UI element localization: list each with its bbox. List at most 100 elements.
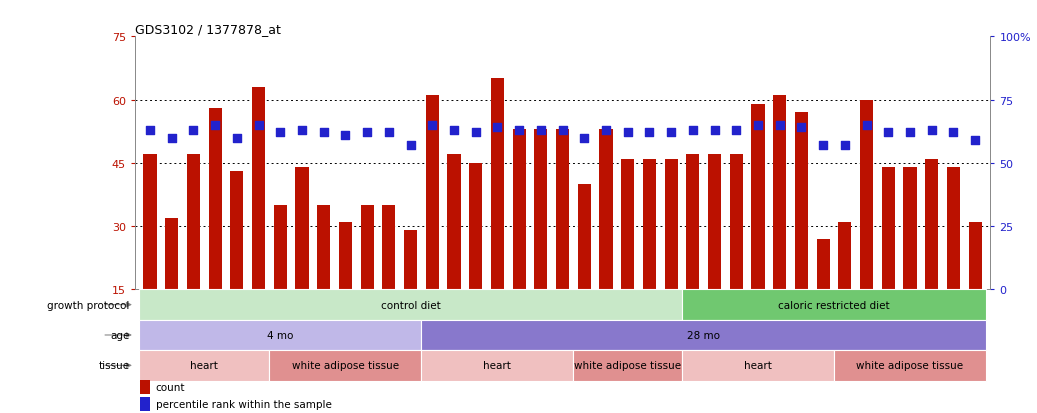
Point: [576, 135, 592, 142]
Point: [359, 130, 375, 136]
Bar: [491, 79, 504, 353]
Bar: [274, 206, 287, 353]
Bar: [469, 164, 482, 353]
Point: [706, 127, 723, 134]
Point: [142, 127, 159, 134]
Point: [837, 142, 853, 149]
Point: [489, 125, 506, 131]
Text: white adipose tissue: white adipose tissue: [857, 361, 963, 370]
Bar: [252, 88, 265, 353]
Bar: [708, 155, 721, 353]
Text: white adipose tissue: white adipose tissue: [574, 361, 681, 370]
Bar: [795, 113, 808, 353]
Point: [511, 127, 528, 134]
Bar: [139, 290, 682, 320]
Point: [728, 127, 745, 134]
Text: growth protocol: growth protocol: [48, 300, 130, 310]
Bar: [752, 104, 764, 353]
Text: 4 mo: 4 mo: [268, 330, 293, 340]
Bar: [317, 206, 330, 353]
Bar: [816, 239, 830, 353]
Text: caloric restricted diet: caloric restricted diet: [778, 300, 890, 310]
Bar: [143, 155, 157, 353]
Point: [293, 127, 310, 134]
Bar: [139, 320, 421, 350]
Point: [381, 130, 397, 136]
Point: [164, 135, 180, 142]
Bar: [573, 350, 682, 381]
Point: [597, 127, 614, 134]
Text: 28 mo: 28 mo: [688, 330, 721, 340]
Point: [815, 142, 832, 149]
Point: [206, 122, 223, 129]
Bar: [426, 96, 439, 353]
Bar: [774, 96, 786, 353]
Bar: [643, 159, 656, 353]
Bar: [187, 155, 200, 353]
Bar: [361, 206, 373, 353]
Bar: [208, 109, 222, 353]
Bar: [682, 290, 986, 320]
Bar: [230, 172, 244, 353]
Point: [424, 122, 441, 129]
Bar: [270, 350, 421, 381]
Bar: [730, 155, 742, 353]
Bar: [578, 185, 591, 353]
Text: percentile rank within the sample: percentile rank within the sample: [156, 399, 332, 409]
Bar: [421, 350, 573, 381]
Point: [186, 127, 202, 134]
Point: [966, 138, 983, 144]
Bar: [404, 231, 417, 353]
Point: [402, 142, 419, 149]
Bar: [165, 218, 178, 353]
Text: GDS3102 / 1377878_at: GDS3102 / 1377878_at: [135, 23, 281, 36]
Point: [250, 122, 267, 129]
Text: white adipose tissue: white adipose tissue: [291, 361, 399, 370]
Point: [446, 127, 463, 134]
Point: [793, 125, 810, 131]
Text: heart: heart: [745, 361, 772, 370]
Point: [533, 127, 550, 134]
Point: [923, 127, 940, 134]
Point: [684, 127, 701, 134]
Bar: [512, 130, 526, 353]
Bar: [421, 320, 986, 350]
Bar: [925, 159, 938, 353]
Text: heart: heart: [483, 361, 511, 370]
Bar: [383, 206, 395, 353]
Bar: [903, 168, 917, 353]
Bar: [682, 350, 834, 381]
Bar: [556, 130, 569, 353]
Text: control diet: control diet: [381, 300, 441, 310]
Text: age: age: [110, 330, 130, 340]
Point: [750, 122, 766, 129]
Point: [880, 130, 897, 136]
Bar: [599, 130, 613, 353]
Point: [772, 122, 788, 129]
Point: [945, 130, 961, 136]
Point: [554, 127, 570, 134]
Bar: [296, 168, 309, 353]
Point: [663, 130, 679, 136]
Bar: [860, 100, 873, 353]
Bar: [339, 222, 352, 353]
Point: [902, 130, 919, 136]
Bar: [534, 130, 548, 353]
Point: [272, 130, 288, 136]
Bar: [881, 168, 895, 353]
Point: [337, 132, 354, 139]
Point: [468, 130, 484, 136]
Bar: [838, 222, 851, 353]
Bar: [448, 155, 460, 353]
Text: count: count: [156, 382, 185, 392]
Bar: [686, 155, 699, 353]
Point: [619, 130, 636, 136]
Text: tissue: tissue: [99, 361, 130, 370]
Point: [228, 135, 245, 142]
Bar: [834, 350, 986, 381]
Point: [641, 130, 657, 136]
Point: [859, 122, 875, 129]
Bar: [665, 159, 677, 353]
Bar: [139, 350, 270, 381]
Bar: [969, 222, 982, 353]
